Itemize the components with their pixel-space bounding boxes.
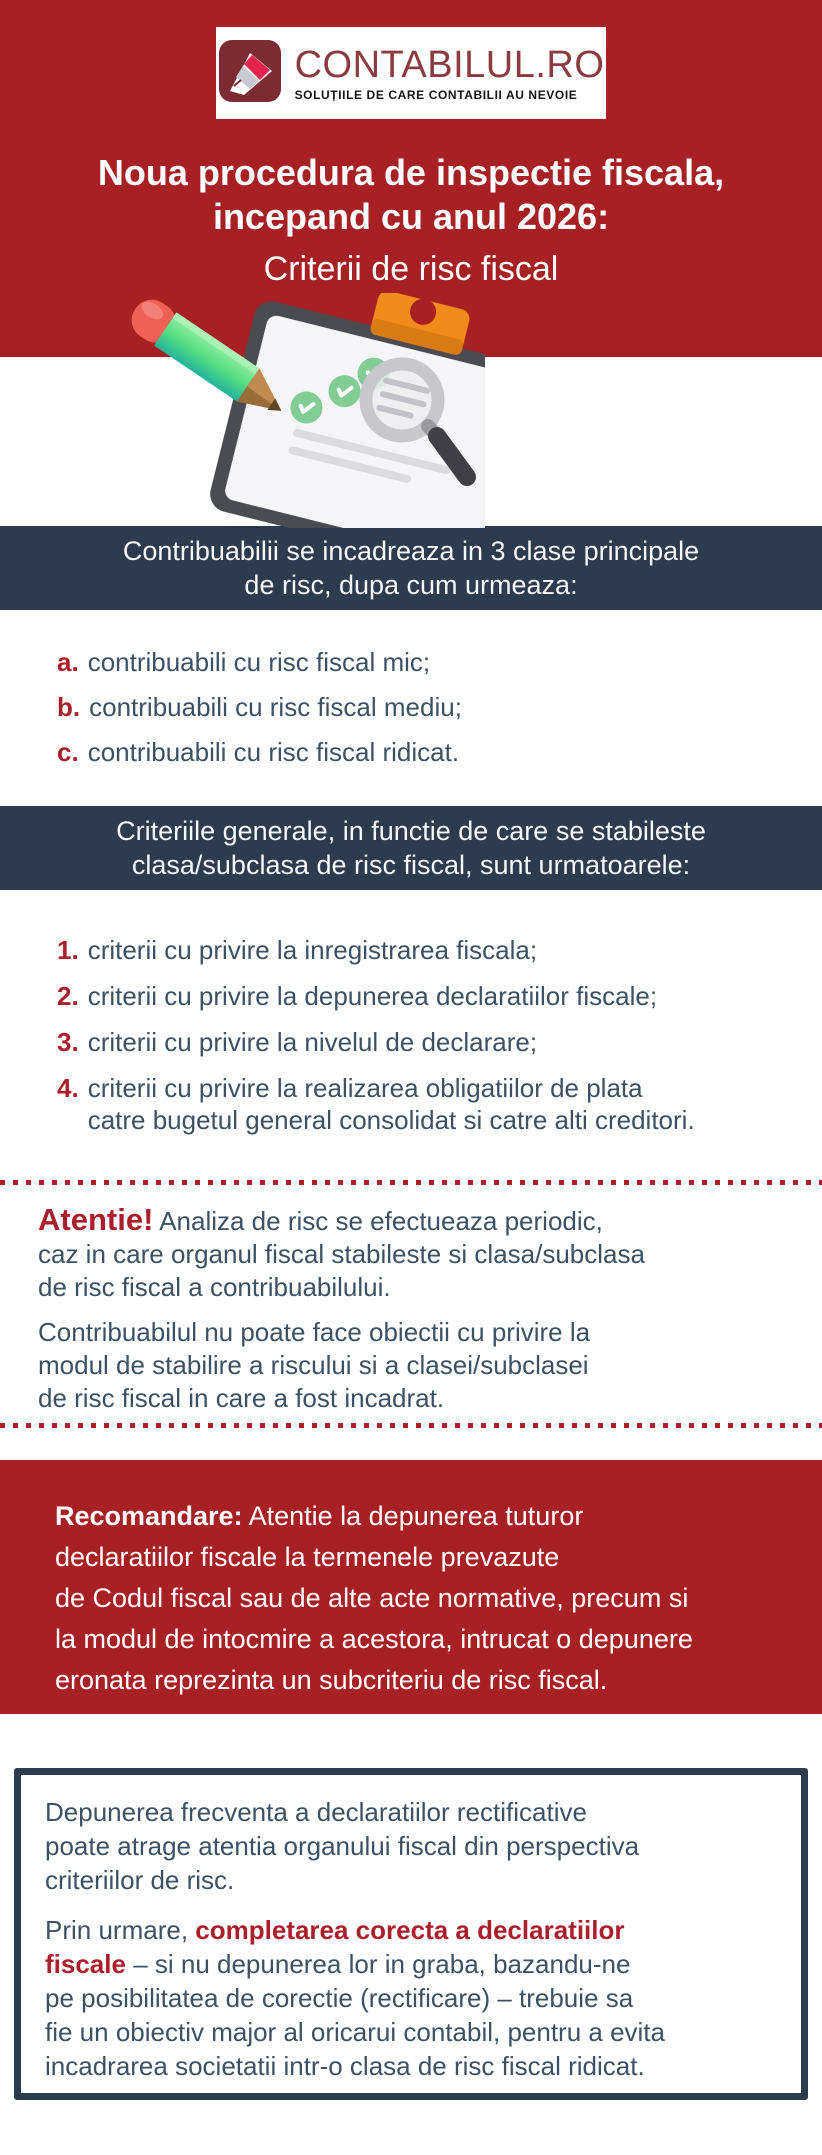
- hero-header: CONTABILUL.RO SOLUȚIILE DE CARE CONTABIL…: [0, 0, 822, 357]
- title-line-1: Noua procedura de inspectie fiscala,: [97, 152, 725, 193]
- logo: CONTABILUL.RO SOLUȚIILE DE CARE CONTABIL…: [216, 27, 606, 119]
- list-text: criterii cu privire la inregistrarea fis…: [87, 935, 538, 965]
- note-paragraph-1: Depunerea frecventa a declaratiilor rect…: [45, 1797, 640, 1895]
- banner-line: Criteriile generale, in functie de care …: [116, 816, 706, 846]
- banner-line: clasa/subclasa de risc fiscal, sunt urma…: [131, 850, 691, 880]
- criteria-list: 1. criterii cu privire la inregistrarea …: [57, 934, 822, 1136]
- list-text: contribuabili cu risc fiscal ridicat.: [87, 737, 460, 767]
- recommendation-label: Recomandare:: [55, 1501, 243, 1531]
- attention-section: Atentie! Analiza de risc se efectueaza p…: [38, 1203, 784, 1415]
- attention-paragraph-1: Atentie! Analiza de risc se efectueaza p…: [38, 1202, 645, 1302]
- title-line-2: incepand cu anul 2026:: [212, 196, 610, 237]
- list-text: criterii cu privire la nivelul de declar…: [87, 1027, 538, 1057]
- inspection-illustration: [95, 290, 581, 605]
- attention-paragraph-2: Contribuabilul nu poate face obiectii cu…: [38, 1317, 591, 1413]
- list-marker: c.: [57, 737, 79, 767]
- dotted-divider: [0, 1180, 822, 1185]
- section-banner-classes: Contribuabilii se incadreaza in 3 clase …: [0, 526, 822, 610]
- list-marker: a.: [57, 647, 79, 677]
- magnifier-icon: [359, 357, 476, 486]
- list-marker: 2.: [57, 981, 79, 1011]
- list-item: 1. criterii cu privire la inregistrarea …: [57, 934, 822, 966]
- note-box: Depunerea frecventa a declaratiilor rect…: [14, 1768, 808, 2100]
- logo-brand: CONTABILUL.RO: [294, 43, 605, 86]
- clipboard-clip-icon: [370, 290, 470, 355]
- banner-line: de risc, dupa cum urmeaza:: [244, 570, 578, 600]
- list-item: 2. criterii cu privire la depunerea decl…: [57, 980, 822, 1012]
- highlighted-text: completarea corecta a declaratiilor: [195, 1915, 625, 1945]
- banner-line: Contribuabilii se incadreaza in 3 clase …: [122, 536, 700, 566]
- list-text: contribuabili cu risc fiscal mic;: [87, 647, 431, 677]
- list-text: contribuabili cu risc fiscal mediu;: [89, 692, 462, 722]
- logo-tagline: SOLUȚIILE DE CARE CONTABILII AU NEVOIE: [294, 87, 578, 102]
- check-circle-icon: [290, 391, 323, 424]
- list-text: criterii cu privire la realizarea obliga…: [87, 1073, 695, 1135]
- pencil-nib-icon: [218, 39, 282, 108]
- list-marker: b.: [57, 692, 81, 722]
- dotted-divider: [0, 1423, 822, 1428]
- list-item: c. contribuabili cu risc fiscal ridicat.: [57, 736, 822, 768]
- list-item: a. contribuabili cu risc fiscal mic;: [57, 646, 822, 678]
- list-item: 3. criterii cu privire la nivelul de dec…: [57, 1026, 822, 1058]
- pencil-icon: [131, 299, 282, 411]
- list-item: b. contribuabili cu risc fiscal mediu;: [57, 691, 822, 723]
- risk-class-list: a. contribuabili cu risc fiscal mic; b. …: [57, 646, 822, 768]
- list-marker: 1.: [57, 935, 79, 965]
- check-circle-icon: [328, 375, 361, 408]
- title-subtitle: Criterii de risc fiscal: [263, 250, 559, 288]
- list-text: criterii cu privire la depunerea declara…: [87, 981, 658, 1011]
- list-marker: 4.: [57, 1073, 79, 1103]
- logo-text: CONTABILUL.RO SOLUȚIILE DE CARE CONTABIL…: [295, 45, 605, 102]
- note-paragraph-2: Prin urmare, completarea corecta a decla…: [45, 1915, 665, 2081]
- highlighted-text: fiscale: [45, 1949, 126, 1979]
- list-item: 4. criterii cu privire la realizarea obl…: [57, 1072, 822, 1136]
- recommendation-section: Recomandare: Atentie la depunerea tuturo…: [0, 1460, 822, 1714]
- attention-label: Atentie!: [38, 1202, 154, 1237]
- list-marker: 3.: [57, 1027, 79, 1057]
- section-banner-criteria: Criteriile generale, in functie de care …: [0, 806, 822, 890]
- page-title: Noua procedura de inspectie fiscala, inc…: [0, 92, 822, 291]
